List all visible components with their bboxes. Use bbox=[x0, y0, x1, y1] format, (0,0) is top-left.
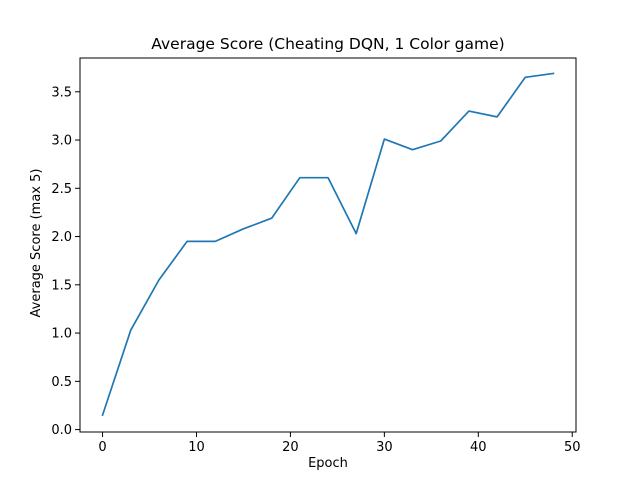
y-tick-label: 3.0 bbox=[51, 134, 72, 149]
y-tick-label: 0.0 bbox=[51, 423, 72, 438]
x-axis-ticks: 0 10 20 30 40 50 bbox=[98, 432, 581, 455]
series-layer bbox=[101, 72, 555, 417]
y-axis-ticks: 0.0 0.5 1.0 1.5 2.0 2.5 3.0 3.5 bbox=[51, 85, 80, 438]
y-tick-label: 1.0 bbox=[51, 327, 72, 342]
x-tick-label: 10 bbox=[188, 440, 205, 455]
y-tick-label: 1.5 bbox=[51, 278, 72, 293]
x-tick-label: 50 bbox=[564, 440, 581, 455]
y-tick-label: 2.0 bbox=[51, 230, 72, 245]
x-tick-label: 30 bbox=[376, 440, 393, 455]
chart-title: Average Score (Cheating DQN, 1 Color gam… bbox=[151, 35, 504, 53]
series-line bbox=[101, 72, 555, 417]
x-tick-label: 40 bbox=[470, 440, 487, 455]
y-axis-label: Average Score (max 5) bbox=[29, 169, 44, 318]
x-tick-label: 20 bbox=[282, 440, 299, 455]
x-axis-label: Epoch bbox=[308, 456, 348, 471]
axes-frame bbox=[79, 57, 577, 433]
y-tick-label: 0.5 bbox=[51, 375, 72, 390]
y-tick-label: 2.5 bbox=[51, 182, 72, 197]
x-tick-label: 0 bbox=[98, 440, 106, 455]
y-tick-label: 3.5 bbox=[51, 85, 72, 100]
